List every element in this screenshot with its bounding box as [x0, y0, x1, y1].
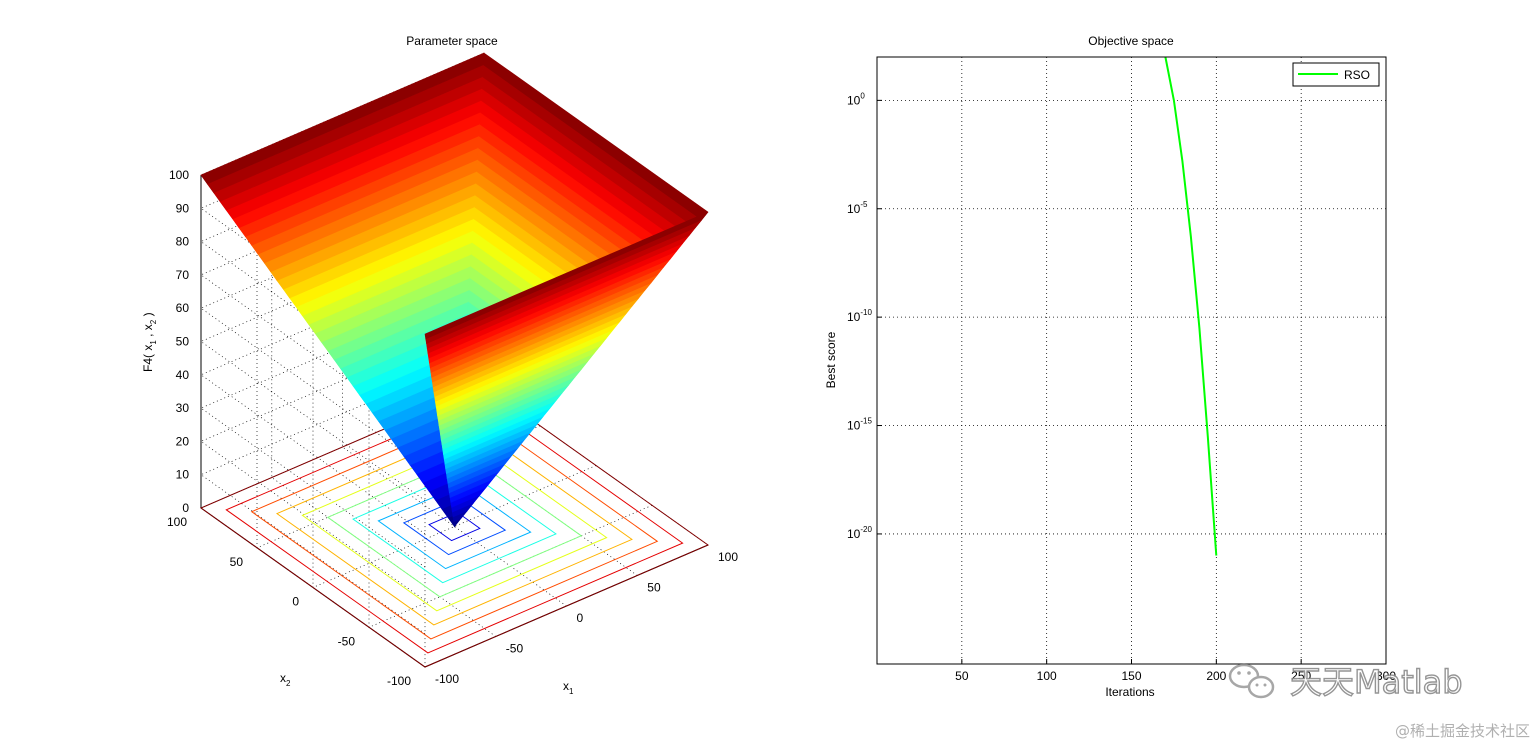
surface-band [424, 211, 709, 340]
y-tick-exponent: 0 [860, 91, 865, 100]
x2-tick-label: 0 [292, 595, 299, 609]
x2-tick-label: 100 [167, 515, 187, 529]
y-tick-label: 100 [847, 91, 865, 107]
x2-axis-label-sub: 2 [286, 679, 291, 688]
x2-axis-label-text: x [280, 671, 286, 685]
objective-series [1164, 56, 1218, 556]
y-tick-base: 10 [847, 310, 861, 324]
x1-tick-label: 0 [577, 611, 584, 625]
y-tick-label: 10-5 [847, 200, 868, 216]
z-tick-label: 60 [176, 301, 190, 315]
z-tick-label: 0 [182, 501, 189, 515]
x-tick-label: 100 [1037, 669, 1057, 683]
y-tick-exponent: -20 [860, 525, 872, 534]
legend: RSO [1292, 62, 1380, 87]
x-tick-label: 50 [955, 669, 969, 683]
z-tick-label: 40 [176, 368, 190, 382]
x1-axis-label: x1 [563, 679, 574, 696]
z-tick-label: 100 [169, 168, 189, 182]
x1-tick-label: -50 [506, 642, 524, 656]
x2-tick-label: -100 [387, 674, 411, 688]
watermark-text: 天天Matlab [1290, 663, 1463, 701]
x2-axis-label: x2 [280, 671, 291, 688]
z-axis-label: F4( x1 , x2 ) [141, 312, 158, 372]
y-tick-label: 10-10 [847, 308, 872, 324]
surface-mesh [200, 52, 709, 528]
x1-tick-label: -100 [435, 672, 459, 686]
x1-tick-label: 50 [647, 581, 661, 595]
z-tick-label: 90 [176, 201, 190, 215]
y-tick-base: 10 [847, 527, 861, 541]
x-tick-label: 300 [1376, 669, 1396, 683]
objective-space-title: Objective space [1088, 34, 1174, 48]
z-axis-label-text: F4( x [141, 345, 155, 372]
z-tick-label: 80 [176, 235, 190, 249]
x2-tick-label: -50 [338, 634, 356, 648]
parameter-space-plot: Parameter space 0102030405060708090100-1… [141, 34, 738, 696]
z-axis-label-end: ) [141, 312, 155, 319]
floor-axis-lines [200, 507, 709, 668]
x1-tick-label: 100 [718, 550, 738, 564]
z-tick-label: 20 [176, 434, 190, 448]
z-axis-label-sub1: 1 [149, 340, 158, 345]
objective-grid [877, 57, 1387, 664]
y-tick-exponent: -5 [860, 200, 868, 209]
y-tick-label: 10-20 [847, 525, 872, 541]
objective-y-label: Best score [824, 331, 838, 388]
y-tick-exponent: -15 [860, 417, 872, 426]
z-axis-label-mid: , x [141, 324, 155, 340]
z-axis-label-sub2: 2 [149, 319, 158, 324]
legend-label-rso: RSO [1344, 68, 1370, 82]
parameter-space-title: Parameter space [406, 34, 498, 48]
x2-tick-label: 50 [230, 555, 244, 569]
surface-tick-labels: 0102030405060708090100-100-50050100-100-… [167, 168, 738, 688]
x-tick-label: 250 [1291, 669, 1311, 683]
y-tick-exponent: -10 [860, 308, 872, 317]
x1-axis-label-sub: 1 [569, 687, 574, 696]
y-tick-label: 10-15 [847, 417, 872, 433]
x-tick-label: 150 [1121, 669, 1141, 683]
objective-space-plot: Objective space 50 100 150 200 250 30010010-5… [824, 34, 1396, 699]
y-tick-base: 10 [847, 93, 861, 107]
z-tick-label: 50 [176, 335, 190, 349]
wechat-logo-icon [1228, 663, 1275, 699]
watermark: 天天Matlab @稀土掘金技术社区 [1228, 662, 1530, 740]
watermark-source: @稀土掘金技术社区 [1395, 722, 1530, 740]
series-line-rso [1164, 56, 1218, 556]
z-tick-label: 70 [176, 268, 190, 282]
z-tick-label: 10 [176, 468, 190, 482]
y-tick-base: 10 [847, 202, 861, 216]
objective-x-label: Iterations [1105, 685, 1154, 699]
z-tick-label: 30 [176, 401, 190, 415]
x-tick-label: 200 [1206, 669, 1226, 683]
objective-axes-box [876, 56, 1387, 665]
y-tick-base: 10 [847, 419, 861, 433]
x1-axis-label-text: x [563, 679, 569, 693]
